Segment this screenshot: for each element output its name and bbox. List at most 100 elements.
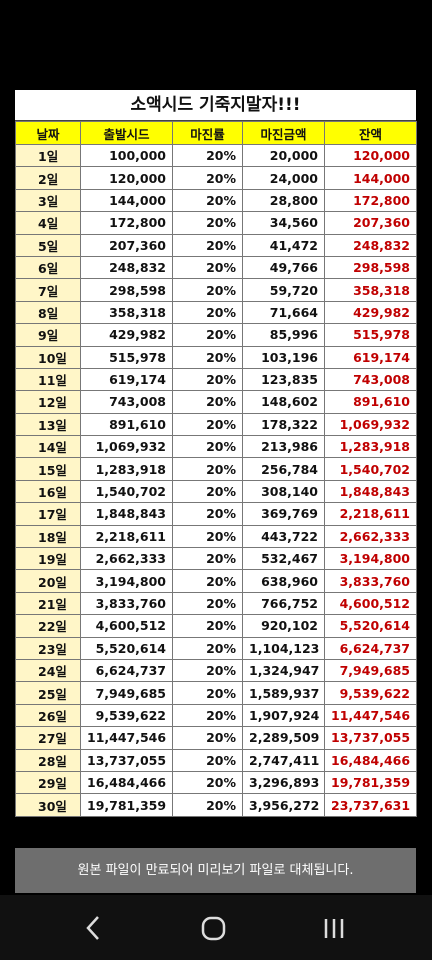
table-cell: 20%	[172, 300, 243, 325]
table-cell: 891,610	[80, 412, 173, 437]
table-cell: 207,360	[324, 211, 417, 235]
table-cell: 71,664	[242, 300, 325, 325]
table-cell: 515,978	[324, 323, 417, 347]
table-cell: 144,000	[80, 188, 173, 213]
toast: 원본 파일이 만료되어 미리보기 파일로 대체됩니다.	[15, 848, 416, 893]
table-cell: 20%	[172, 412, 243, 437]
table-cell: 20%	[172, 614, 243, 638]
table-cell: 1,283,918	[80, 457, 173, 481]
table-cell: 532,467	[242, 547, 325, 571]
table-cell: 2일	[15, 166, 81, 190]
table-cell: 16,484,466	[80, 770, 173, 795]
table-cell: 26일	[15, 703, 81, 728]
table-row: 9일 429,982 20% 85,996 515,978	[15, 323, 417, 347]
table-cell: 20%	[172, 211, 243, 235]
table-cell: 6일	[15, 255, 81, 280]
table-cell: 6,624,737	[80, 658, 173, 683]
table-cell: 20%	[172, 255, 243, 280]
table-row: 27일 11,447,546 20% 2,289,509 13,737,055	[15, 726, 417, 750]
table-row: 26일 9,539,622 20% 1,907,924 11,447,546	[15, 703, 417, 728]
table-cell: 429,982	[324, 300, 417, 325]
table-row: 24일 6,624,737 20% 1,324,947 7,949,685	[15, 658, 417, 683]
table-cell: 28,800	[242, 188, 325, 213]
table-cell: 49,766	[242, 255, 325, 280]
table-cell: 20%	[172, 278, 243, 302]
table-cell: 20%	[172, 770, 243, 795]
table-cell: 123,835	[242, 367, 325, 392]
table-cell: 1,848,843	[324, 479, 417, 504]
table-cell: 5,520,614	[80, 636, 173, 660]
table-cell: 369,769	[242, 502, 325, 526]
table-cell: 20%	[172, 658, 243, 683]
table-cell: 12일	[15, 390, 81, 414]
table-row: 22일 4,600,512 20% 920,102 5,520,614	[15, 614, 417, 638]
table-cell: 103,196	[242, 345, 325, 369]
home-button[interactable]	[201, 916, 226, 941]
table-cell: 16,484,466	[324, 748, 417, 772]
table-cell: 2,662,333	[80, 547, 173, 571]
table-cell: 59,720	[242, 278, 325, 302]
table-cell: 1,283,918	[324, 435, 417, 459]
table-cell: 20,000	[242, 143, 325, 168]
table-cell: 20%	[172, 457, 243, 481]
table-cell: 515,978	[80, 345, 173, 369]
table-row: 16일 1,540,702 20% 308,140 1,848,843	[15, 479, 417, 504]
recents-button[interactable]	[324, 919, 344, 938]
table-row: 15일 1,283,918 20% 256,784 1,540,702	[15, 457, 417, 481]
table-cell: 3일	[15, 188, 81, 213]
table-cell: 19일	[15, 547, 81, 571]
table-row: 10일 515,978 20% 103,196 619,174	[15, 345, 417, 369]
table-cell: 41,472	[242, 233, 325, 257]
table-cell: 3,956,272	[242, 793, 325, 817]
table-cell: 23일	[15, 636, 81, 660]
table-cell: 7,949,685	[324, 658, 417, 683]
table-cell: 23,737,631	[324, 793, 417, 817]
table-cell: 20%	[172, 479, 243, 504]
table-cell: 16일	[15, 479, 81, 504]
table-cell: 172,800	[80, 211, 173, 235]
table-cell: 19,781,359	[80, 793, 173, 817]
table-row: 21일 3,833,760 20% 766,752 4,600,512	[15, 591, 417, 616]
table-cell: 207,360	[80, 233, 173, 257]
table-cell: 5일	[15, 233, 81, 257]
table-row: 3일 144,000 20% 28,800 172,800	[15, 188, 417, 213]
table-cell: 20%	[172, 524, 243, 549]
table-cell: 5,520,614	[324, 614, 417, 638]
table-cell: 1,907,924	[242, 703, 325, 728]
table-cell: 619,174	[324, 345, 417, 369]
table-cell: 3,194,800	[80, 569, 173, 593]
table-cell: 24일	[15, 658, 81, 683]
table-title: 소액시드 기죽지말자!!!	[15, 90, 416, 121]
table-cell: 14일	[15, 435, 81, 459]
table-cell: 1,069,932	[80, 435, 173, 459]
table-cell: 1,540,702	[80, 479, 173, 504]
table-cell: 766,752	[242, 591, 325, 616]
table-cell: 20%	[172, 143, 243, 168]
table-cell: 20%	[172, 681, 243, 705]
table-cell: 3,833,760	[80, 591, 173, 616]
table-cell: 27일	[15, 726, 81, 750]
nav-bar	[0, 895, 432, 960]
table-cell: 213,986	[242, 435, 325, 459]
table-cell: 1,540,702	[324, 457, 417, 481]
table-cell: 4,600,512	[80, 614, 173, 638]
header-cell: 잔액	[324, 121, 417, 145]
table-cell: 3,296,893	[242, 770, 325, 795]
header-cell: 출발시드	[80, 121, 173, 145]
table-cell: 1,324,947	[242, 658, 325, 683]
table-cell: 20%	[172, 636, 243, 660]
table-row: 2일 120,000 20% 24,000 144,000	[15, 166, 417, 190]
table-cell: 891,610	[324, 390, 417, 414]
table-cell: 6,624,737	[324, 636, 417, 660]
table-cell: 2,662,333	[324, 524, 417, 549]
table-cell: 20%	[172, 390, 243, 414]
table-cell: 619,174	[80, 367, 173, 392]
table-row: 6일 248,832 20% 49,766 298,598	[15, 255, 417, 280]
table-cell: 100,000	[80, 143, 173, 168]
table-row: 13일 891,610 20% 178,322 1,069,932	[15, 412, 417, 437]
header-cell: 마진금액	[242, 121, 325, 145]
back-button[interactable]	[86, 916, 99, 940]
table-cell: 2,218,611	[80, 524, 173, 549]
table-cell: 15일	[15, 457, 81, 481]
